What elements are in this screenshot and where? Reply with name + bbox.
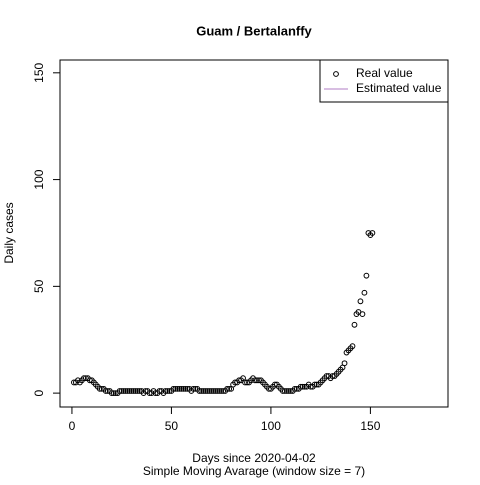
y-tick-label: 50 xyxy=(32,279,46,293)
x-tick-label: 50 xyxy=(165,419,179,433)
point xyxy=(252,377,258,384)
point xyxy=(180,385,187,392)
point xyxy=(200,388,207,394)
point xyxy=(198,388,205,394)
point xyxy=(172,385,179,392)
point xyxy=(126,388,133,394)
point xyxy=(162,388,169,394)
point xyxy=(178,385,185,392)
point xyxy=(226,385,233,392)
point xyxy=(212,388,219,394)
point xyxy=(206,388,213,394)
y-axis-label: Daily cases xyxy=(2,202,16,263)
point xyxy=(361,289,368,296)
legend-box xyxy=(319,59,449,103)
point xyxy=(357,298,364,305)
point xyxy=(363,272,370,279)
x-axis-label: Days since 2020-04-02 xyxy=(192,451,316,465)
subtitle: Simple Moving Avarage (window size = 7) xyxy=(143,464,365,478)
point xyxy=(210,388,217,394)
point xyxy=(120,388,127,394)
point xyxy=(359,311,366,318)
point xyxy=(369,230,376,236)
point xyxy=(299,383,306,390)
x-tick-label: 100 xyxy=(261,419,281,433)
point xyxy=(341,360,348,367)
point xyxy=(242,379,248,386)
y-tick-label: 0 xyxy=(32,389,46,396)
point xyxy=(128,388,135,394)
x-tick-label: 0 xyxy=(69,419,76,433)
chart-title: Guam / Bertalanffy xyxy=(196,23,312,38)
point xyxy=(134,388,141,394)
point xyxy=(196,388,203,394)
point xyxy=(351,321,358,328)
point xyxy=(130,388,137,394)
point xyxy=(122,388,129,394)
point xyxy=(96,385,103,392)
point xyxy=(281,388,288,394)
y-tick-label: 100 xyxy=(32,169,46,189)
point xyxy=(214,388,221,394)
point xyxy=(218,388,225,394)
point xyxy=(283,388,290,394)
point xyxy=(174,385,181,392)
point xyxy=(311,381,318,388)
point xyxy=(102,388,109,394)
point xyxy=(132,388,139,394)
point xyxy=(291,385,298,392)
point xyxy=(279,388,286,394)
point xyxy=(182,385,189,392)
point xyxy=(202,388,209,394)
point xyxy=(170,385,177,392)
point xyxy=(204,388,211,394)
y-tick-label: 150 xyxy=(32,62,46,82)
point xyxy=(124,388,131,394)
point xyxy=(176,385,183,392)
legend-symbol xyxy=(333,71,339,77)
legend-label: Estimated value xyxy=(356,81,442,95)
point xyxy=(254,377,260,384)
point xyxy=(110,390,117,397)
x-tick-label: 150 xyxy=(360,419,380,433)
point xyxy=(118,388,125,394)
point xyxy=(224,385,231,392)
point xyxy=(190,385,197,392)
point xyxy=(285,388,292,394)
point xyxy=(116,388,123,394)
point xyxy=(349,343,356,350)
point xyxy=(164,388,171,394)
point xyxy=(108,390,115,397)
point xyxy=(80,375,87,382)
point xyxy=(208,388,215,394)
point xyxy=(297,383,304,390)
point xyxy=(216,388,223,394)
legend-label: Real value xyxy=(356,66,413,80)
